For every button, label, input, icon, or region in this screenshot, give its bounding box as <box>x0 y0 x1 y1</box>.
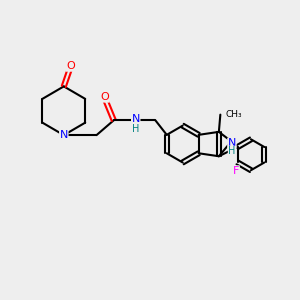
Text: H: H <box>132 124 140 134</box>
Text: H: H <box>228 146 236 156</box>
Text: F: F <box>233 166 239 176</box>
Text: O: O <box>66 61 75 71</box>
Text: N: N <box>60 130 68 140</box>
Text: N: N <box>228 138 236 148</box>
Text: O: O <box>100 92 109 102</box>
Text: N: N <box>131 114 140 124</box>
Text: CH₃: CH₃ <box>226 110 242 119</box>
